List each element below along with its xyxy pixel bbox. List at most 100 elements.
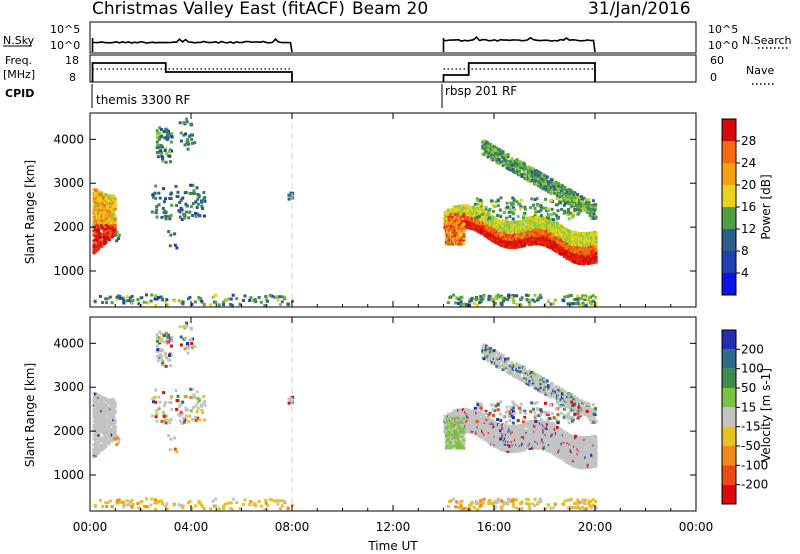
power-echo	[528, 219, 532, 223]
velocity-echo	[94, 394, 97, 398]
power-echo	[533, 293, 537, 297]
power-echo	[492, 224, 496, 228]
power-echo	[201, 207, 205, 211]
power-echo	[185, 141, 189, 145]
velocity-echo	[510, 499, 514, 503]
velocity-echo	[94, 414, 97, 418]
velocity-echo	[182, 325, 186, 329]
power-echo	[534, 216, 538, 219]
power-echo	[534, 210, 538, 214]
power-echo	[459, 209, 463, 213]
power-echo	[462, 236, 466, 240]
velocity-echo	[201, 411, 205, 415]
velocity-echo	[112, 398, 116, 402]
power-echo	[112, 212, 116, 216]
power-echo	[520, 296, 524, 300]
power-echo	[499, 160, 503, 164]
velocity-echo	[94, 434, 97, 438]
power-echo	[113, 199, 117, 203]
power-echo	[498, 208, 502, 212]
power-echo	[457, 220, 461, 224]
power-echo	[544, 197, 547, 201]
velocity-echo	[163, 334, 167, 337]
power-echo	[200, 199, 203, 203]
velocity-echo	[280, 504, 284, 508]
velocity-echo	[229, 507, 232, 510]
power-echo	[505, 201, 509, 205]
velocity-echo	[157, 395, 161, 399]
velocity-echo	[533, 443, 537, 446]
power-echo	[507, 163, 511, 167]
velocity-echo	[165, 356, 169, 360]
velocity-echo	[286, 506, 290, 510]
power-echo	[558, 201, 562, 205]
power-echo	[104, 207, 108, 211]
velocity-echo	[467, 408, 471, 412]
power-echo	[551, 302, 555, 306]
velocity-echo	[181, 504, 185, 508]
velocity-echo	[470, 431, 474, 435]
velocity-echo	[517, 449, 521, 453]
power-echo	[112, 194, 116, 198]
velocity-echo	[515, 424, 519, 428]
velocity-echo	[507, 436, 511, 440]
power-echo	[448, 216, 451, 220]
velocity-echo	[94, 412, 97, 416]
power-echo	[562, 230, 566, 233]
power-echo	[448, 296, 452, 299]
velocity-echo	[157, 340, 161, 343]
power-echo	[242, 299, 245, 302]
power-echo	[510, 236, 514, 239]
velocity-echo	[168, 421, 172, 425]
power-echo	[94, 238, 97, 242]
velocity-echo	[476, 413, 480, 417]
velocity-echo	[160, 358, 164, 362]
velocity-echo	[166, 335, 170, 339]
velocity-echo	[157, 407, 161, 411]
power-echo	[594, 245, 598, 249]
velocity-echo	[160, 419, 164, 423]
velocity-echo	[94, 410, 97, 414]
power-echo	[491, 299, 495, 303]
power-echo	[577, 201, 581, 205]
power-echo	[496, 214, 500, 217]
velocity-echo	[177, 413, 181, 417]
power-echo	[275, 295, 279, 299]
power-echo	[163, 214, 167, 218]
velocity-echo	[477, 501, 481, 505]
power-echo	[99, 294, 102, 298]
power-echo	[473, 216, 477, 220]
power-echo	[545, 224, 549, 228]
velocity-echo	[160, 339, 164, 343]
power-echo	[115, 297, 119, 301]
velocity-echo	[528, 423, 532, 427]
power-echo	[145, 293, 148, 297]
power-echo	[94, 242, 97, 245]
power-echo	[515, 222, 519, 226]
power-echo	[592, 216, 596, 220]
velocity-echo	[589, 506, 593, 510]
power-echo	[94, 196, 97, 200]
power-echo	[106, 213, 110, 217]
velocity-echo	[461, 408, 465, 412]
power-echo	[94, 232, 97, 236]
velocity-echo	[190, 326, 194, 330]
velocity-echo	[264, 501, 268, 505]
velocity-echo	[528, 506, 532, 510]
power-echo	[94, 206, 97, 210]
power-echo	[188, 295, 192, 299]
power-echo	[594, 237, 598, 241]
velocity-echo	[525, 497, 528, 501]
velocity-echo	[116, 436, 120, 440]
power-echo	[581, 294, 585, 298]
velocity-echo	[508, 433, 512, 437]
power-echo	[155, 151, 159, 154]
power-echo	[515, 294, 519, 298]
power-echo	[488, 217, 492, 221]
power-echo	[536, 204, 540, 208]
nsky-trace	[91, 37, 293, 53]
power-echo	[196, 197, 200, 201]
power-echo	[183, 214, 187, 218]
velocity-echo	[194, 404, 198, 408]
power-echo	[581, 257, 584, 261]
